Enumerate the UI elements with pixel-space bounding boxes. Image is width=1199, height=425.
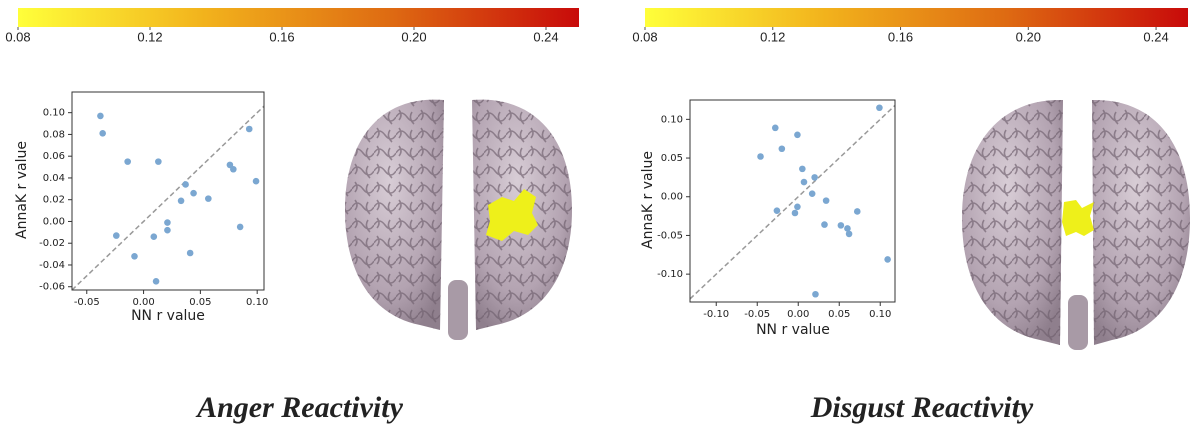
scatter-point [164,219,171,226]
scatter-point [854,208,861,215]
scatter-point [792,210,799,217]
colorbar [645,8,1188,27]
scatter-point [884,256,891,263]
panel-caption: Disgust Reactivity [810,391,1034,424]
figure: 0.08 0.12 0.16 0.20 0.24 -0.05 0.00 0.05 0.10 -0.… [0,0,1199,425]
scatter-point [205,195,212,202]
x-tick-label: 0.10 [246,297,268,308]
y-tick-label: 0.10 [661,114,683,125]
brain-render [345,100,572,340]
x-tick-label: 0.10 [869,309,891,320]
scatter-point [794,204,801,211]
colorbar-tick-label: 0.16 [269,29,294,44]
scatter-point [253,178,260,185]
y-axis-label: AnnaK r value [14,141,30,239]
colorbar-tick-label: 0.16 [888,29,913,44]
scatter-point [187,250,194,257]
colorbar-tick-label: 0.08 [632,29,657,44]
scatter-point [811,174,818,181]
colorbar [18,8,579,27]
x-tick-label: 0.00 [132,297,154,308]
x-tick-label: 0.05 [189,297,211,308]
scatter-point [772,125,779,132]
scatter-point [779,145,786,152]
scatter-point [99,130,106,137]
scatter-point [113,232,120,239]
scatter-point [237,224,244,231]
y-tick-label: 0.04 [43,173,65,184]
colorbar-tick-label: 0.12 [760,29,785,44]
y-tick-label: 0.00 [43,216,65,227]
scatter-point [821,221,828,228]
colorbar-tick-label: 0.20 [1016,29,1041,44]
scatter-point [757,153,764,160]
scatter-point [155,158,162,165]
y-tick-label: 0.05 [661,153,683,164]
scatter-point [794,132,801,139]
scatter-point [190,190,197,197]
colorbar-tick-label: 0.08 [5,29,30,44]
plot-frame [690,100,895,302]
brain-render [962,100,1190,350]
scatter-point [812,291,819,298]
plot-frame [72,92,264,290]
scatter-point [876,104,883,111]
colorbar-tick-label: 0.12 [137,29,162,44]
y-tick-label: -0.05 [657,230,683,241]
scatter-point [846,231,853,238]
scatter-point [178,197,185,204]
scatter-point [823,197,830,204]
scatter-point [124,158,131,165]
scatter-point [809,190,816,197]
y-tick-label: 0.02 [43,195,65,206]
y-tick-label: -0.02 [39,238,65,249]
colorbar-tick-label: 0.24 [1143,29,1168,44]
colorbar-tick-label: 0.24 [533,29,558,44]
scatter-point [182,181,189,188]
y-tick-label: -0.10 [657,269,683,280]
x-tick-label: 0.00 [787,309,809,320]
scatter-point [838,222,845,229]
scatter-point [801,179,808,186]
scatter-point [774,207,781,214]
x-tick-label: -0.10 [703,309,729,320]
scatter-point [799,166,806,173]
scatter-point [164,227,171,234]
y-tick-label: 0.06 [43,151,65,162]
x-tick-label: -0.05 [744,309,770,320]
x-axis-label: NN r value [756,322,830,338]
y-tick-label: 0.00 [661,192,683,203]
y-axis-label: AnnaK r value [640,151,656,249]
x-axis-label: NN r value [131,308,205,324]
scatter-point [131,253,138,260]
scatter-point [150,233,157,240]
y-tick-label: 0.08 [43,129,65,140]
y-tick-label: 0.10 [43,108,65,119]
scatter-point [230,166,237,173]
y-tick-label: -0.06 [39,282,65,293]
panel-caption: Anger Reactivity [195,391,403,424]
colorbar-tick-label: 0.20 [401,29,426,44]
y-tick-label: -0.04 [39,260,65,271]
scatter-point [97,113,104,120]
x-tick-label: -0.05 [74,297,100,308]
scatter-point [246,126,253,133]
scatter-point [153,278,160,285]
x-tick-label: 0.05 [828,309,850,320]
identity-line [690,105,895,298]
